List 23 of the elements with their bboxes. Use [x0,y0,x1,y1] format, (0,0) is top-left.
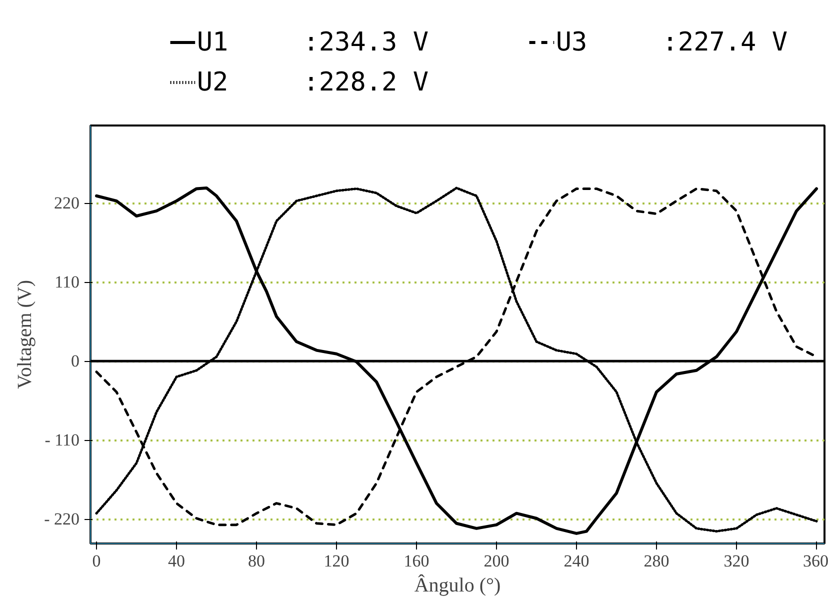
y-tick-label: 220 [54,194,80,213]
text: :228.2 V [303,68,428,98]
text: :227.4 V [662,28,788,58]
x-tick-label: 360 [803,552,828,570]
x-tick-label: 40 [168,552,185,570]
y-tick-label: 0 [71,352,80,371]
x-axis-title: Ângulo (°) [414,574,501,596]
x-tick-label: 120 [324,552,350,570]
x-tick-label: 0 [92,552,101,570]
x-tick-label: 160 [404,552,430,570]
legend-label: U1 [196,28,228,58]
y-axis-title: Voltagem (V) [14,280,36,390]
x-tick-label: 80 [248,552,265,570]
x-tick-label: 240 [564,552,590,570]
legend-label: U2 [196,68,228,98]
legend-label: U3 [556,28,588,58]
y-tick-label: - 220 [44,510,80,529]
y-tick-label: - 110 [44,430,80,450]
x-tick-label: 280 [644,552,670,570]
text: :234.3 V [303,28,428,58]
y-tick-label: 110 [54,272,80,292]
x-tick-label: 320 [724,552,750,570]
x-tick-label: 200 [484,552,510,570]
